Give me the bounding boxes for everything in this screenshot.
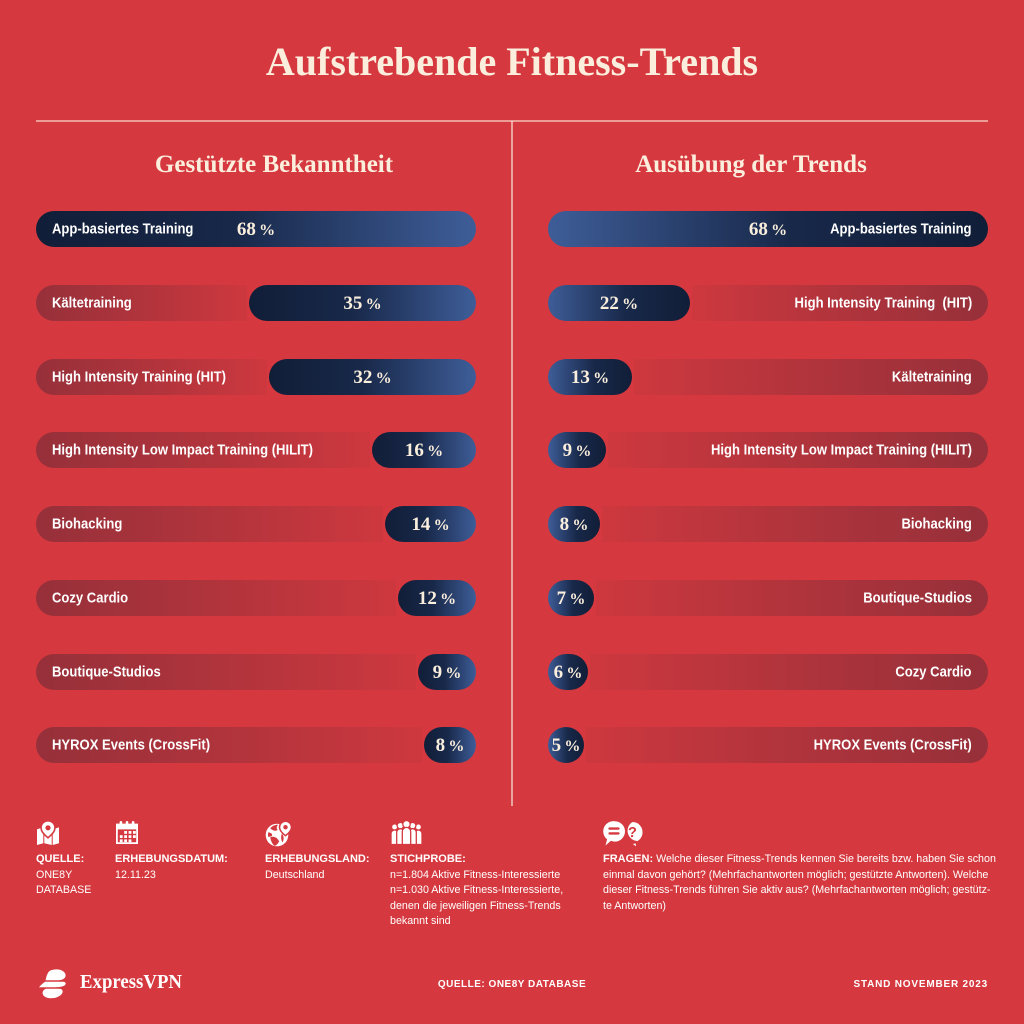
svg-text:?: ? [628, 825, 637, 841]
